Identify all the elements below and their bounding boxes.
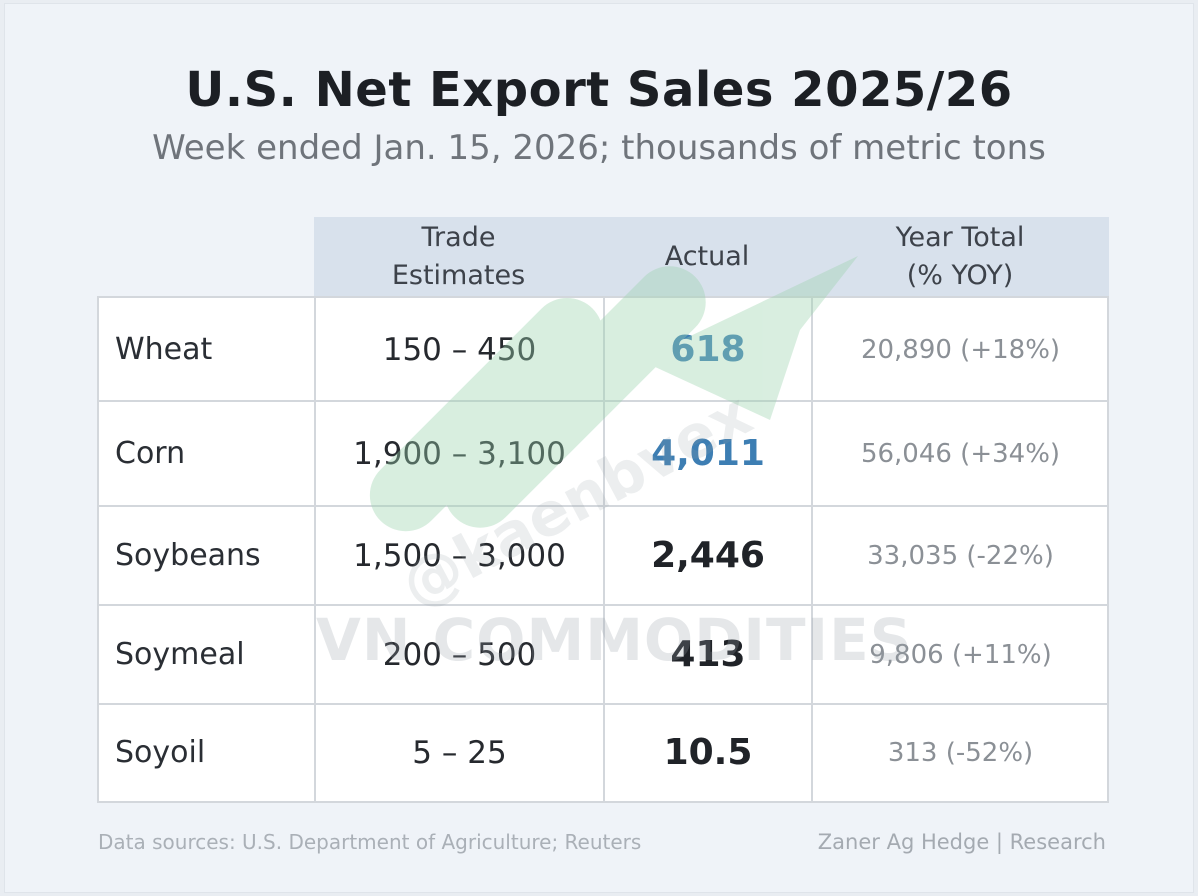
actual-value-cell: 2,446	[651, 535, 765, 576]
column-divider	[811, 298, 813, 801]
commodity-cell: Soybeans	[115, 538, 261, 573]
data-table: Wheat 150 – 450 618 20,890 (+18%) Corn 1,900 …	[97, 296, 1109, 803]
trade-estimate-cell: 5 – 25	[412, 734, 507, 771]
year-total-cell: 56,046 (+34%)	[860, 438, 1061, 469]
actual-value-cell: 4,011	[651, 433, 765, 474]
commodity-cell: Soyoil	[115, 735, 206, 770]
commodity-cell: Corn	[115, 436, 186, 471]
watermark-text: VN COMMODITIES	[316, 606, 913, 674]
footer-credit: Zaner Ag Hedge | Research	[817, 830, 1106, 854]
footer-source: Data sources: U.S. Department of Agricul…	[98, 830, 642, 854]
header-actual: Actual	[603, 217, 811, 296]
actual-value-cell: 10.5	[663, 732, 753, 773]
header-year-total-line2: (% YOY)	[906, 259, 1014, 291]
header-trade-estimates: Trade Estimates	[314, 217, 603, 296]
commodity-cell: Wheat	[115, 332, 213, 367]
trade-estimate-cell: 200 – 500	[382, 636, 537, 673]
column-divider	[603, 298, 605, 801]
chart-subtitle: Week ended Jan. 15, 2026; thousands of m…	[152, 128, 1046, 168]
trade-estimate-cell: 150 – 450	[382, 331, 537, 368]
chart-title: U.S. Net Export Sales 2025/26	[185, 62, 1013, 118]
actual-value-cell: 413	[670, 634, 746, 675]
year-total-cell: 9,806 (+11%)	[869, 639, 1052, 670]
header-year-total: Year Total (% YOY)	[811, 217, 1109, 296]
header-actual-label: Actual	[664, 240, 750, 272]
column-divider	[314, 298, 316, 801]
actual-value-cell: 618	[670, 329, 746, 370]
header-year-total-line1: Year Total	[895, 221, 1025, 253]
header-trade-estimates-line2: Estimates	[391, 259, 526, 291]
commodity-cell: Soymeal	[115, 637, 245, 672]
header-trade-estimates-line1: Trade	[421, 221, 496, 253]
year-total-cell: 33,035 (-22%)	[867, 540, 1054, 571]
year-total-cell: 20,890 (+18%)	[860, 334, 1061, 365]
trade-estimate-cell: 1,500 – 3,000	[353, 537, 566, 574]
trade-estimate-cell: 1,900 – 3,100	[353, 435, 566, 472]
year-total-cell: 313 (-52%)	[887, 737, 1034, 768]
table-header-band	[314, 217, 1109, 296]
